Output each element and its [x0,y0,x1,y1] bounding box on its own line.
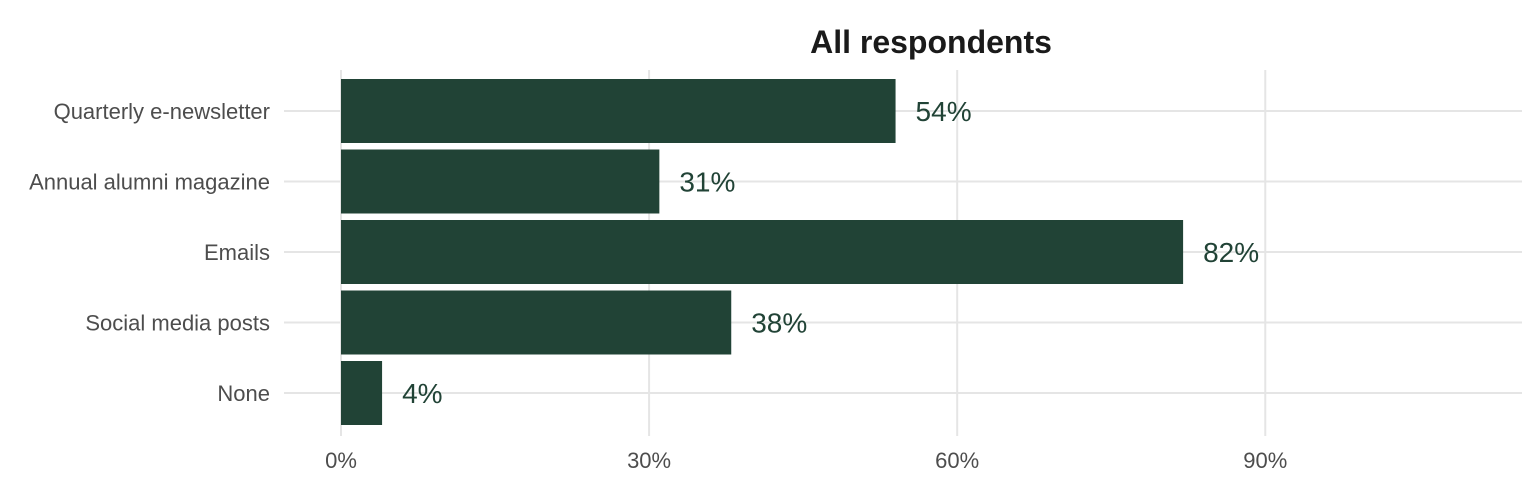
bar [341,220,1184,284]
x-tick-label: 0% [325,448,357,473]
y-tick-label: Social media posts [85,311,270,336]
bar-value-label: 31% [679,167,735,198]
bar-value-label: 4% [402,378,442,409]
bars-layer [341,79,1184,425]
x-tick-label: 60% [935,448,979,473]
y-tick-label: Emails [204,240,270,265]
y-tick-label: Annual alumni magazine [29,170,270,195]
y-tick-label: Quarterly e-newsletter [54,99,270,124]
y-tick-labels-layer: Quarterly e-newsletter Annual alumni maga… [29,99,270,406]
chart-title: All respondents [810,24,1052,60]
x-tick-label: 30% [627,448,671,473]
value-labels-layer: 54% 31% 82% 38% 4% [402,96,1259,409]
bar-value-label: 82% [1203,237,1259,268]
bar [341,149,660,214]
bar [341,79,896,143]
bar-value-label: 38% [751,308,807,339]
bar [341,290,732,355]
bar-value-label: 54% [916,96,972,127]
y-tick-label: None [217,381,270,406]
x-tick-label: 90% [1243,448,1287,473]
bar [341,361,383,425]
x-tick-labels-layer: 0% 30% 60% 90% [325,448,1287,473]
